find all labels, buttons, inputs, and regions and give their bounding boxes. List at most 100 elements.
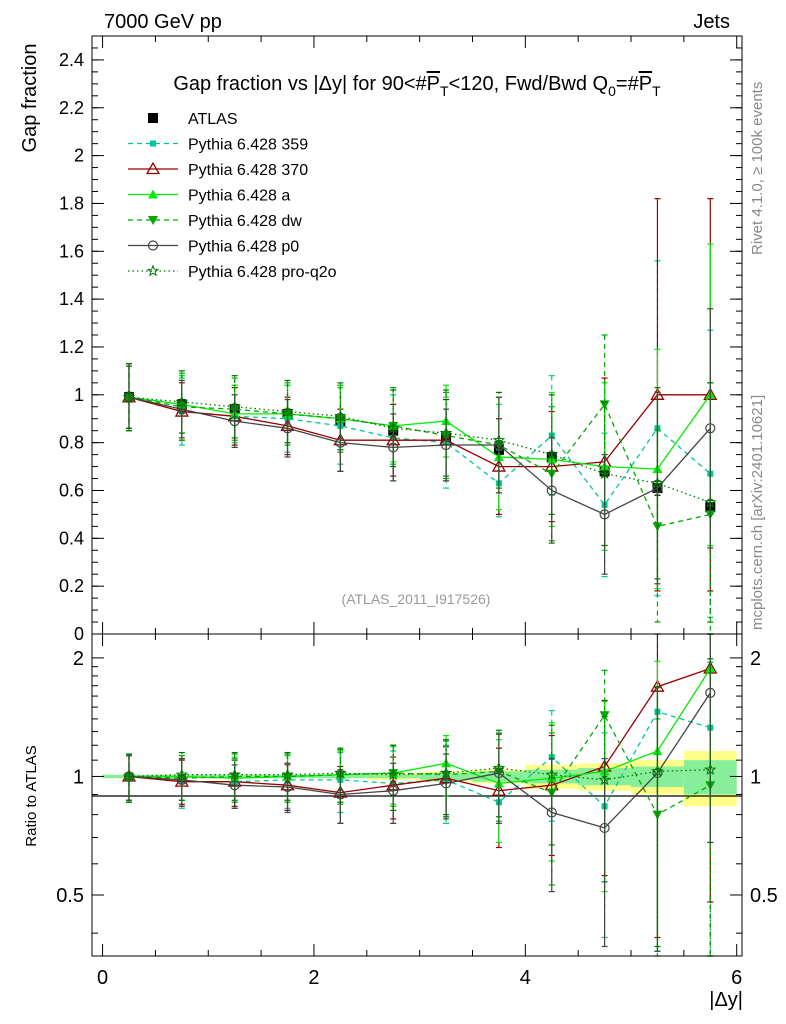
ratio-y-tick-label: 0.5	[56, 885, 84, 907]
ratio-series-pythia-6-428-dw	[123, 661, 716, 957]
data-point	[599, 822, 610, 834]
ratio-ylabel: Ratio to ATLAS	[23, 745, 40, 846]
series-line	[128, 714, 711, 816]
header-left: 7000 GeV pp	[104, 11, 222, 33]
y-tick-label: 1	[74, 385, 84, 405]
legend-entry: Pythia 6.428 pro-q2o	[128, 264, 337, 281]
main-plot-panel: (ATLAS_2011_I917526) Gap fraction vs |Δy…	[59, 35, 743, 644]
x-tick-label: 4	[520, 967, 531, 989]
data-point	[651, 476, 664, 489]
data-point	[493, 439, 505, 451]
data-point	[334, 409, 347, 422]
main-series-pythia-6-428-dw	[123, 334, 716, 635]
data-point	[439, 766, 453, 779]
series-line	[128, 396, 711, 506]
y-tick-label: 1.6	[59, 241, 84, 261]
data-point	[334, 766, 347, 779]
x-tick-label: 2	[308, 967, 319, 989]
series-line	[128, 692, 711, 829]
rivet-version-text: Rivet 4.1.0, ≥ 100k events	[749, 82, 766, 255]
ratio-series-pythia-6-428-a	[123, 633, 716, 952]
data-point	[439, 426, 453, 439]
data-point	[282, 423, 293, 434]
ratio-series-pythia-6-428-p0	[123, 633, 716, 952]
data-point	[386, 421, 400, 434]
legend-marker	[148, 113, 158, 123]
legend-entry: Pythia 6.428 359	[128, 137, 308, 154]
main-series-pythia-6-428-370	[121, 198, 718, 592]
series-line	[128, 710, 711, 808]
data-point	[546, 807, 557, 818]
ratio-plot-panel: 0.5 0.5 1 1 2 2 0 2 4 6	[56, 633, 778, 989]
ratio-y-tick-label-right: 1	[750, 766, 761, 788]
legend-entry: Pythia 6.428 a	[128, 188, 290, 205]
main-series-pythia-6-428-pro-q2o	[122, 363, 717, 623]
mcplots-credit-text: mcplots.cern.ch [arXiv:2401.10621]	[749, 395, 766, 630]
analysis-watermark: (ATLAS_2011_I917526)	[342, 591, 491, 607]
legend-label: Pythia 6.428 pro-q2o	[188, 264, 337, 281]
legend-label: Pythia 6.428 359	[188, 137, 308, 154]
legend-label: Pythia 6.428 dw	[188, 213, 302, 230]
y-tick-label: 0.6	[59, 480, 84, 500]
plot-title: Gap fraction vs |Δy| for 90<#PT<120, Fwd…	[173, 73, 661, 99]
data-point	[703, 763, 717, 776]
legend: ATLAS Pythia 6.428 359 Pythia 6.428 370 Pyt…	[128, 111, 337, 281]
data-point	[175, 768, 189, 781]
data-point	[599, 509, 610, 520]
legend-label: Pythia 6.428 370	[188, 162, 308, 179]
data-point	[388, 442, 399, 453]
ratio-series-pythia-6-428-pro-q2o	[122, 658, 717, 957]
data-point	[175, 395, 189, 408]
series-line	[128, 394, 711, 468]
legend-marker	[146, 264, 160, 277]
ratio-y-tick-label: 1	[73, 766, 84, 788]
series-line	[129, 668, 711, 785]
x-axis-label: |Δy|	[709, 989, 743, 1011]
y-tick-label: 0.8	[59, 433, 84, 453]
data-point	[705, 687, 716, 698]
data-point	[492, 761, 506, 774]
legend-entry: ATLAS	[148, 111, 238, 128]
data-point	[228, 400, 241, 413]
legend-marker	[145, 161, 161, 175]
y-tick-label: 2.4	[59, 50, 84, 70]
data-point	[703, 495, 717, 508]
main-ylabel: Gap fraction	[19, 44, 41, 153]
data-point	[545, 768, 559, 781]
series-line	[128, 396, 711, 516]
series-line	[128, 667, 711, 794]
ratio-series-pythia-6-428-359	[125, 633, 714, 957]
ratio-y-tick-label-right: 2	[750, 648, 761, 670]
y-tick-label: 2	[74, 146, 84, 166]
legend-label: Pythia 6.428 a	[188, 188, 290, 205]
y-tick-label: 0	[74, 624, 84, 644]
data-point	[492, 433, 506, 446]
ratio-y-tick-label-right: 0.5	[750, 885, 778, 907]
main-series-pythia-6-428-359	[125, 260, 714, 618]
y-tick-label: 1.4	[59, 289, 84, 309]
legend-marker	[150, 140, 156, 147]
y-tick-label: 0.2	[59, 576, 84, 596]
legend-marker	[147, 240, 159, 251]
y-tick-label: 0.4	[59, 528, 84, 548]
y-tick-label: 1.8	[59, 193, 84, 213]
series-line	[128, 396, 711, 504]
data-point	[386, 768, 400, 781]
legend-label: ATLAS	[188, 111, 238, 128]
data-point	[228, 768, 241, 781]
data-point	[598, 773, 611, 786]
data-point	[281, 404, 294, 417]
ratio-frame	[91, 633, 743, 957]
data-point	[281, 768, 294, 781]
data-point	[122, 769, 136, 782]
legend-marker	[148, 189, 158, 199]
x-tick-label: 0	[97, 967, 108, 989]
legend-entry: Pythia 6.428 370	[128, 161, 308, 179]
data-point	[599, 711, 610, 721]
y-tick-label: 2.2	[59, 98, 84, 118]
data-point	[440, 778, 452, 789]
legend-marker	[148, 216, 158, 225]
data-point	[651, 764, 664, 777]
legend-entry: Pythia 6.428 dw	[128, 213, 302, 230]
